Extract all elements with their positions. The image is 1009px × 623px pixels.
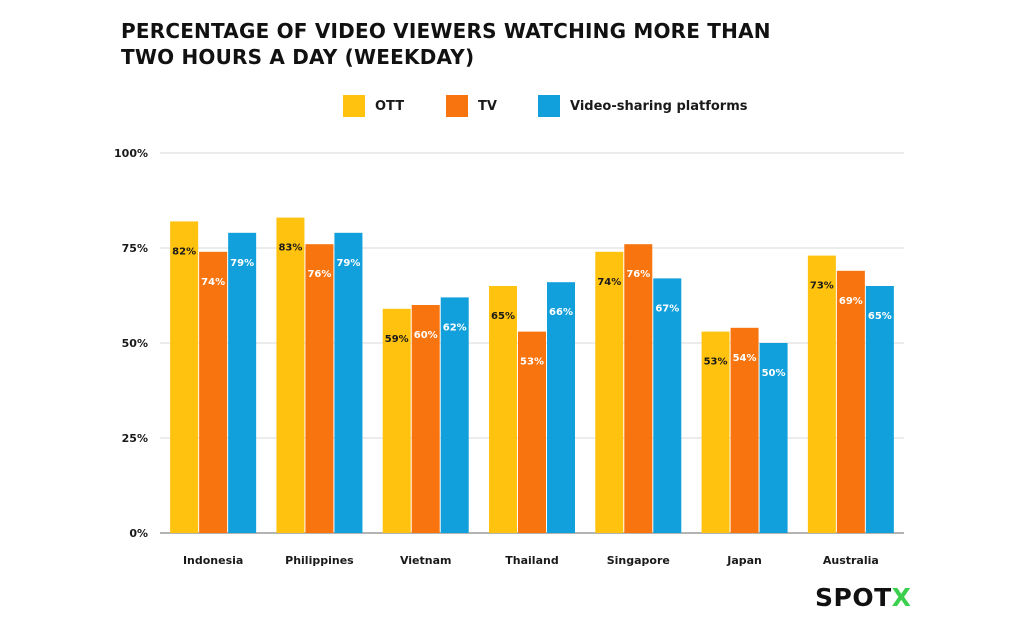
bar-ott [489,286,517,533]
data-label-tv: 60% [414,330,438,341]
data-label-ott: 65% [491,311,515,322]
legend-item-ott: OTT [343,94,404,118]
bar-video-sharing [865,286,894,533]
data-label-ott: 73% [810,281,834,292]
data-label-tv: 76% [626,269,650,280]
bar-ott [276,217,305,533]
bar-tv [730,327,759,533]
data-label-tv: 53% [520,357,544,368]
bar-tv [624,244,653,533]
data-label-video-sharing: 66% [549,307,573,318]
data-label-tv: 76% [307,269,331,280]
y-tick-label: 100% [114,147,148,160]
bar-tv [411,305,440,533]
y-tick-label: 50% [122,337,148,350]
legend-label-tv: TV [478,98,497,114]
logo-text: SPOT [815,583,892,612]
bar-video-sharing [759,343,788,533]
spotx-logo: SPOTX [815,583,911,612]
bar-video-sharing [547,282,575,533]
legend-item-video-sharing: Video-sharing platforms [538,94,748,118]
x-tick-label: Philippines [285,554,354,567]
x-tick-label: Japan [726,554,762,567]
legend-swatch-video-sharing [538,95,560,117]
logo-x-mark: X [891,583,912,612]
bar-video-sharing [334,232,363,534]
x-tick-label: Indonesia [183,554,243,567]
bar-video-sharing [440,297,469,533]
bar-tv [518,331,546,533]
data-label-ott: 82% [172,246,196,257]
data-label-tv: 54% [733,353,757,364]
data-label-video-sharing: 62% [443,322,467,333]
data-label-video-sharing: 50% [762,368,786,379]
legend-label-video-sharing: Video-sharing platforms [570,98,748,114]
y-tick-label: 25% [122,432,148,445]
chart-title: PERCENTAGE OF VIDEO VIEWERS WATCHING MOR… [121,18,821,70]
chart-title-line-2: TWO HOURS A DAY (WEEKDAY) [121,45,475,69]
data-label-tv: 69% [839,296,863,307]
bar-ott [595,251,624,534]
data-label-ott: 74% [597,277,621,288]
data-label-ott: 53% [704,357,728,368]
x-tick-label: Australia [823,554,879,567]
bar-ott [170,221,199,533]
bar-video-sharing [653,278,682,533]
legend-item-tv: TV [446,94,497,118]
bar-ott [701,331,730,533]
data-label-ott: 59% [385,334,409,345]
legend-swatch-ott [343,95,365,117]
data-label-video-sharing: 79% [230,258,254,269]
x-tick-label: Singapore [607,554,670,567]
x-tick-label: Vietnam [400,554,452,567]
data-label-video-sharing: 67% [655,303,679,314]
data-label-tv: 74% [201,277,225,288]
bar-tv [836,270,865,533]
x-tick-label: Thailand [505,554,558,567]
bar-tv [305,244,334,533]
chart-legend: OTT TV Video-sharing platforms [0,94,1009,124]
legend-label-ott: OTT [375,98,405,114]
bar-ott [382,308,411,533]
data-label-video-sharing: 65% [868,311,892,322]
y-tick-label: 75% [122,242,148,255]
data-label-video-sharing: 79% [336,258,360,269]
bar-tv [199,251,228,534]
legend-swatch-tv [446,95,468,117]
y-tick-label: 0% [129,527,148,540]
bar-ott [807,255,836,533]
data-label-ott: 83% [278,243,302,254]
bar-video-sharing [228,232,257,534]
chart-title-line-1: PERCENTAGE OF VIDEO VIEWERS WATCHING MOR… [121,19,771,43]
